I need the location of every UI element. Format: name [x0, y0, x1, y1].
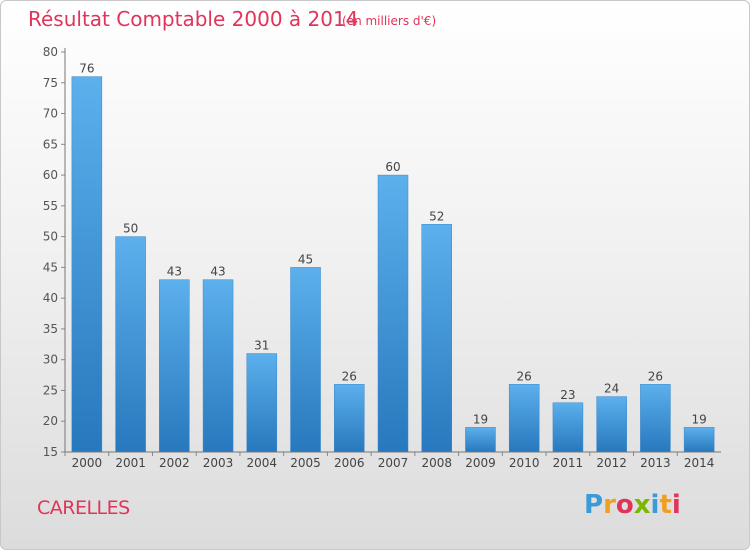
- y-tick-label: 75: [43, 76, 58, 90]
- y-tick-label: 20: [43, 414, 58, 428]
- y-tick-label: 40: [43, 291, 58, 305]
- x-tick-label: 2000: [72, 456, 103, 470]
- y-tick-label: 15: [43, 445, 58, 459]
- value-label: 50: [123, 222, 138, 236]
- y-tick-label: 80: [43, 45, 58, 59]
- bar-2014: [683, 427, 715, 453]
- x-axis-labels: 2000 2001 2002 2003 2004 2005 2006 2007 2008 2009…: [64, 452, 715, 470]
- bar-2003: [202, 279, 234, 453]
- logo-letter: t: [659, 490, 672, 520]
- bar-2010: [508, 384, 540, 453]
- logo-letter: i: [650, 490, 660, 520]
- bar-2004: [246, 353, 278, 453]
- y-tick-label: 25: [43, 383, 58, 397]
- bar-2005: [290, 267, 321, 453]
- proxiti-logo[interactable]: Proxiti: [584, 490, 681, 520]
- x-tick-label: 2007: [378, 456, 409, 470]
- value-label: 60: [385, 160, 400, 174]
- y-tick-label: 30: [43, 353, 58, 367]
- commune-name: CARELLES: [37, 497, 130, 519]
- value-labels: 76 50 43 43 31 45 26 60 52 19 26 23 24 26 19: [79, 62, 707, 427]
- chart-title: Résultat Comptable 2000 à 2014: [28, 7, 359, 31]
- x-tick-label: 2013: [640, 456, 671, 470]
- y-tick-label: 55: [43, 199, 58, 213]
- value-label: 43: [210, 265, 225, 279]
- x-tick-label: 2006: [334, 456, 365, 470]
- value-label: 31: [254, 339, 269, 353]
- logo-letter: r: [603, 490, 616, 520]
- bar-2006: [334, 384, 365, 453]
- value-label: 19: [473, 412, 488, 426]
- bar-2013: [640, 384, 671, 453]
- logo-letter: x: [633, 490, 651, 520]
- bar-2007: [377, 174, 409, 453]
- logo-letter: o: [615, 490, 634, 520]
- x-tick-label: 2014: [684, 456, 715, 470]
- x-tick-label: 2009: [465, 456, 496, 470]
- value-label: 52: [429, 209, 444, 223]
- y-tick-label: 60: [43, 168, 58, 182]
- value-label: 19: [691, 412, 706, 426]
- y-tick-label: 50: [43, 230, 58, 244]
- x-tick-label: 2001: [115, 456, 146, 470]
- y-tick-label: 65: [43, 137, 58, 151]
- bar-2000: [71, 76, 103, 453]
- bar-2001: [115, 236, 146, 453]
- value-label: 26: [648, 369, 663, 383]
- x-tick-label: 2002: [159, 456, 190, 470]
- value-label: 26: [342, 369, 357, 383]
- chart-subtitle: (en milliers d'€): [342, 14, 437, 28]
- logo-letter: P: [584, 490, 604, 520]
- logo-letter: i: [671, 490, 681, 520]
- value-label: 24: [604, 382, 619, 396]
- y-tick-label: 45: [43, 260, 58, 274]
- x-tick-label: 2010: [509, 456, 540, 470]
- y-tick-label: 35: [43, 322, 58, 336]
- x-tick-label: 2011: [553, 456, 584, 470]
- value-label: 23: [560, 388, 575, 402]
- value-label: 45: [298, 252, 313, 266]
- x-tick-label: 2004: [247, 456, 278, 470]
- bar-2002: [159, 279, 190, 453]
- y-axis-labels: 15 20 25 30 35 40 45 50 55 60 65 70 75 80: [43, 45, 58, 459]
- value-label: 43: [167, 265, 182, 279]
- axes: [64, 48, 721, 453]
- x-tick-label: 2008: [421, 456, 452, 470]
- y-axis-ticks: [61, 51, 65, 453]
- x-tick-label: 2003: [203, 456, 234, 470]
- y-tick-label: 70: [43, 107, 58, 121]
- x-tick-label: 2012: [596, 456, 627, 470]
- bar-2011: [552, 402, 584, 453]
- bar-2009: [465, 427, 496, 453]
- bar-2008: [421, 224, 452, 453]
- value-label: 76: [79, 62, 94, 76]
- bar-2012: [596, 396, 627, 453]
- x-tick-label: 2005: [290, 456, 321, 470]
- value-label: 26: [517, 369, 532, 383]
